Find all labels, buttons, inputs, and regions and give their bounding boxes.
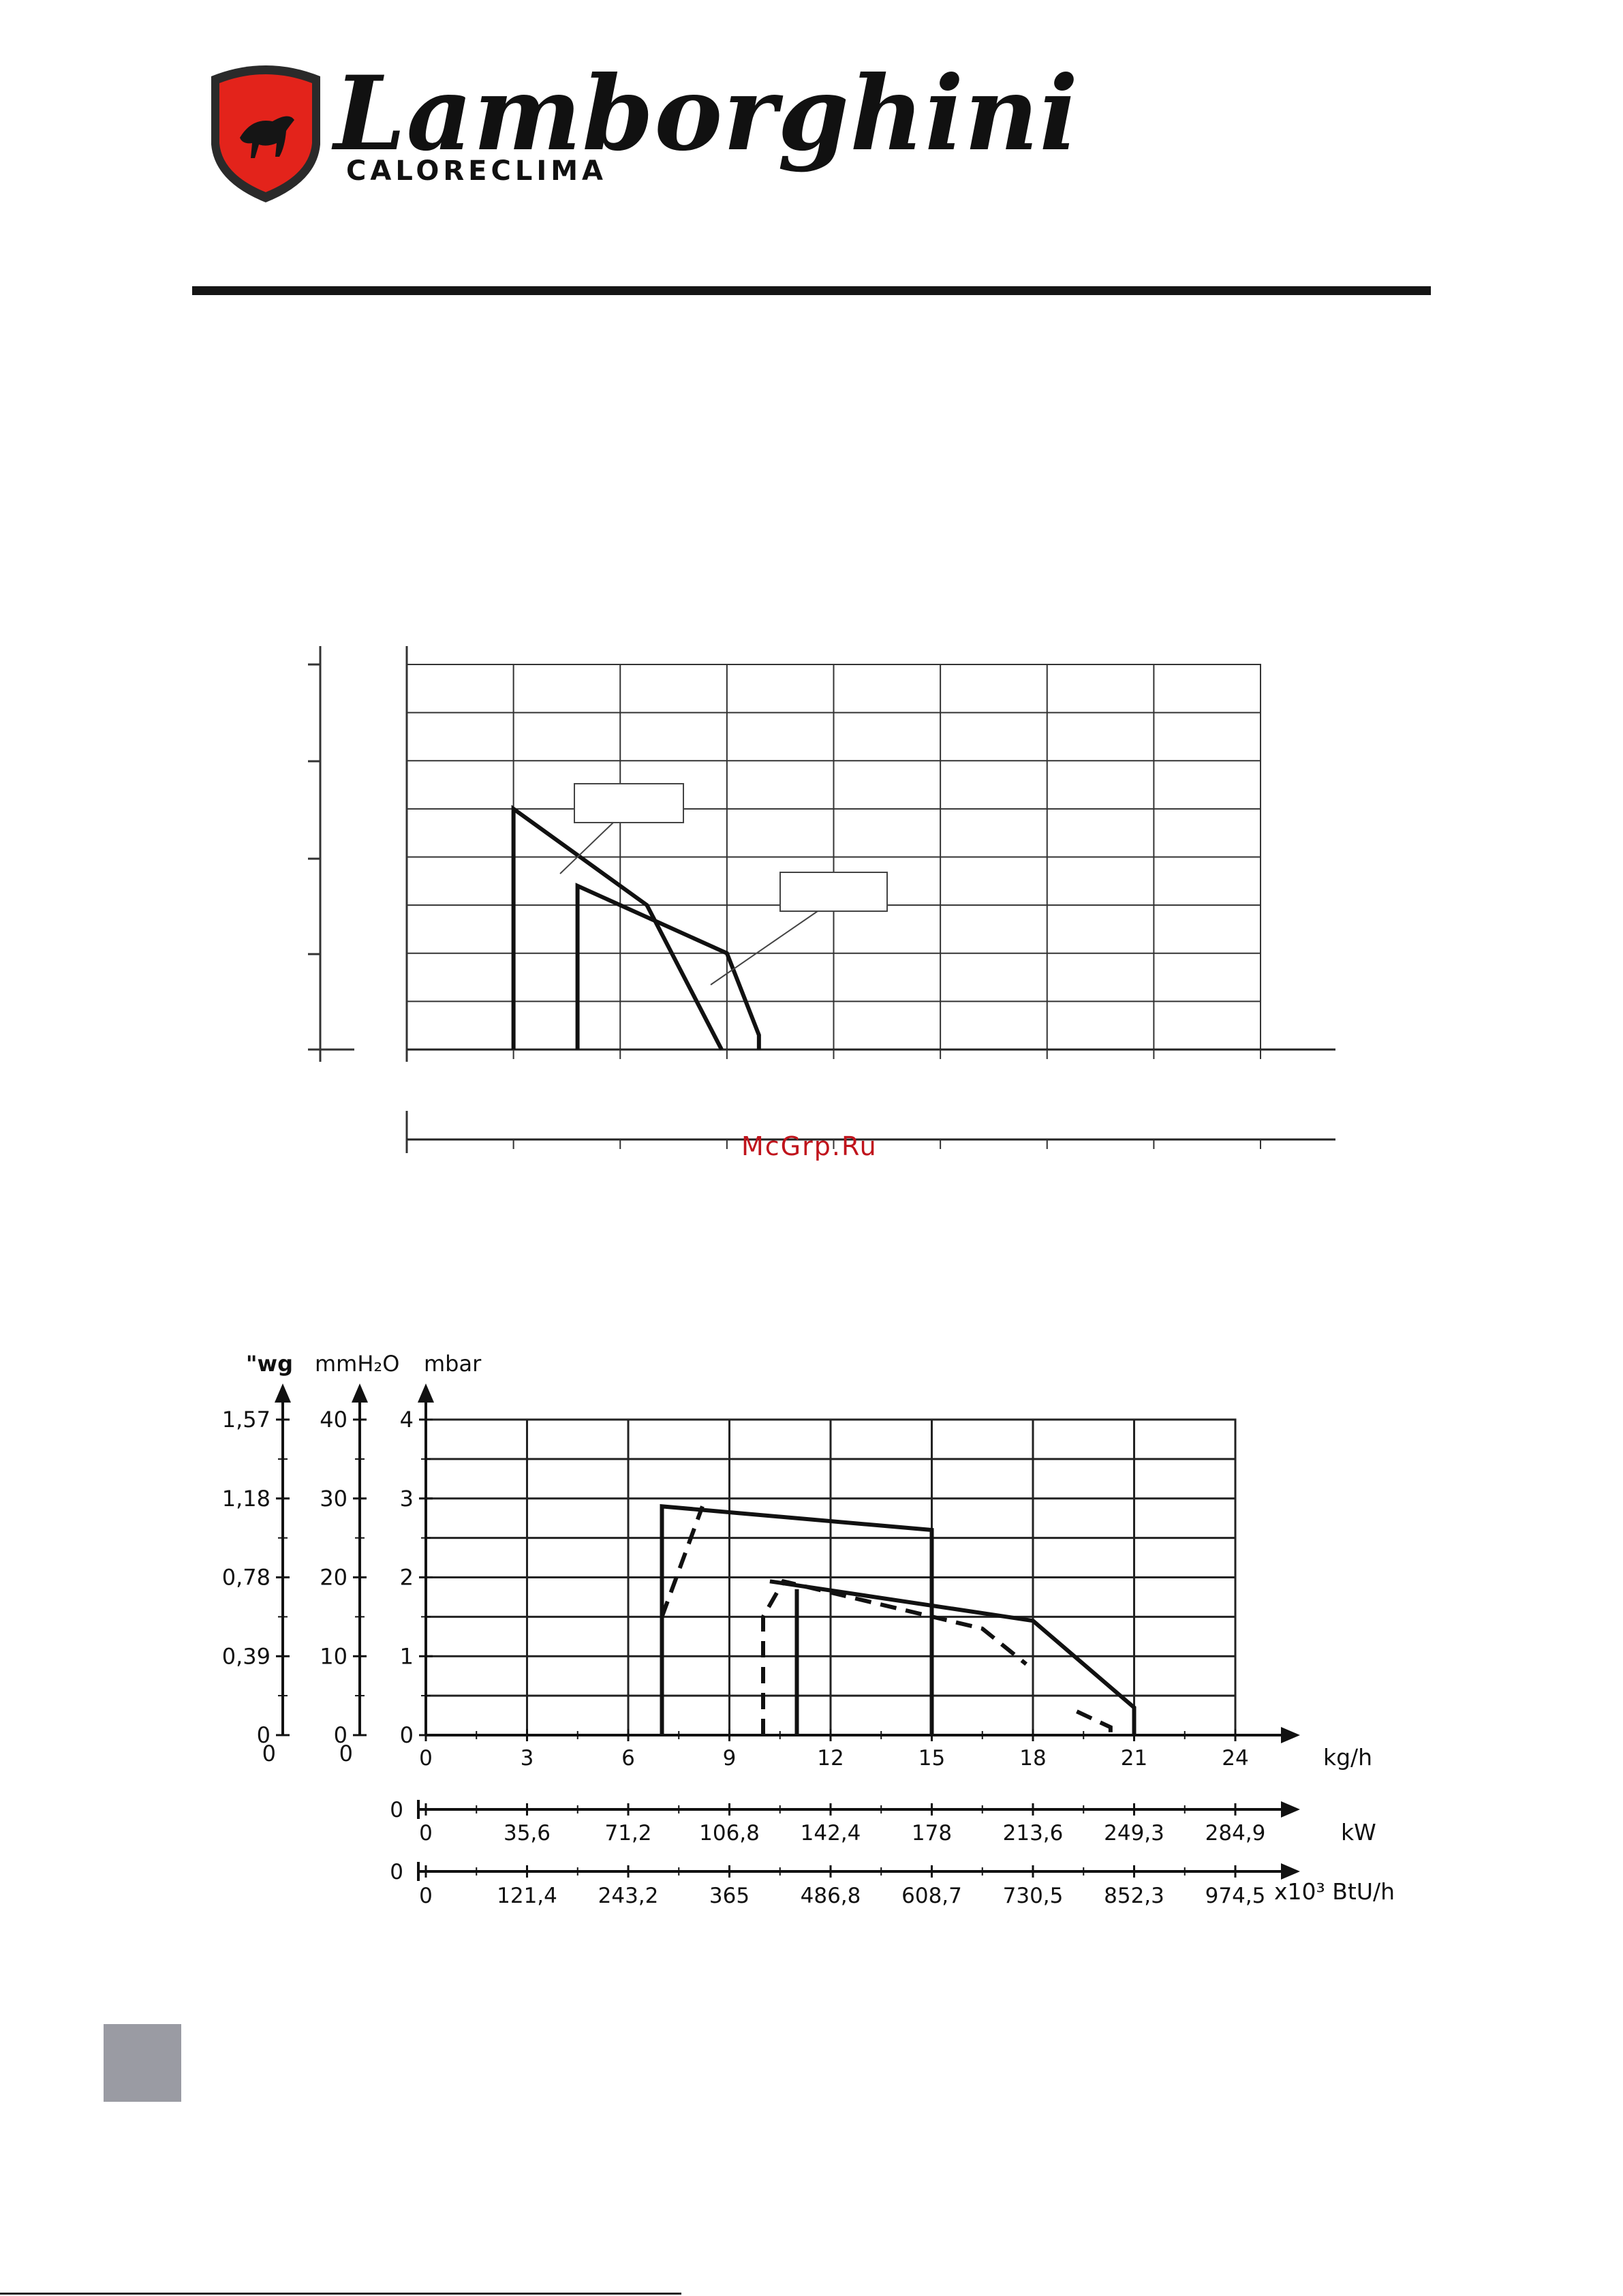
x-tick-label: 9 (723, 1746, 737, 1771)
y-tick-label: 10 (320, 1643, 347, 1669)
y-axis-arrow-3 (418, 1383, 434, 1403)
y-axis-zero: 0 (262, 1741, 276, 1766)
y-tick-label: 0 (257, 1722, 270, 1748)
y-tick-label: 30 (320, 1486, 347, 1512)
y-tick-label: 4 (400, 1407, 414, 1433)
y-tick-label: 20 (320, 1565, 347, 1591)
brand-subtitle: CALORECLIMA (346, 155, 607, 187)
callout-box-1 (574, 783, 684, 823)
x-tick-label: 142,4 (801, 1821, 861, 1846)
x-tick-label: 213,6 (1003, 1821, 1064, 1846)
y-tick-label: 1 (400, 1643, 414, 1669)
page-marker (104, 2024, 181, 2102)
x-tick-label: 35,6 (504, 1821, 551, 1846)
x-tick-label: 24 (1222, 1746, 1248, 1771)
y-axis-label-mmh2o: mmH₂O (315, 1351, 399, 1377)
x-tick-label: 608,7 (901, 1884, 962, 1908)
curve-1 (660, 1504, 934, 1735)
x-tick-label: 0 (419, 1821, 433, 1846)
y-axis-label-mbar: mbar (424, 1351, 482, 1377)
x-tick-label: 178 (912, 1821, 952, 1846)
x-tick-label: 121,4 (497, 1884, 557, 1908)
chart-top (308, 646, 1335, 1153)
x-tick-label: 6 (621, 1746, 635, 1771)
y-axis-zero: 0 (339, 1741, 353, 1766)
footer-rule (0, 2293, 681, 2295)
brand-logo (211, 65, 320, 202)
y-tick-label: 0 (400, 1722, 414, 1748)
x-tick-label: 18 (1019, 1746, 1046, 1771)
brand-name: Lamborghini (334, 54, 1079, 174)
x-axis-arrow-1 (1281, 1727, 1300, 1743)
x-tick-label: 0 (419, 1884, 433, 1908)
x-tick-label: 249,3 (1104, 1821, 1164, 1846)
y-axis-label-wg: "wg (246, 1351, 293, 1377)
curve-1 (511, 805, 724, 1051)
y-tick-label: 0,78 (222, 1565, 270, 1591)
curve-2 (660, 1505, 705, 1618)
x-tick-label: 243,2 (598, 1884, 659, 1908)
callout-box-2 (779, 872, 888, 912)
x-axis-unit-kgh: kg/h (1323, 1744, 1372, 1771)
x-tick-label: 730,5 (1003, 1884, 1064, 1908)
watermark: McGrp.Ru (741, 1131, 878, 1161)
y-tick-label: 3 (400, 1486, 414, 1512)
x-tick-label: 365 (709, 1884, 749, 1908)
x-tick-label: 71,2 (604, 1821, 651, 1846)
x-tick-label: 106,8 (699, 1821, 760, 1846)
x-tick-label: 15 (918, 1746, 945, 1771)
curve-2 (575, 883, 761, 1050)
x-tick-label: 21 (1121, 1746, 1147, 1771)
x-axis-unit-kw: kW (1341, 1819, 1376, 1846)
y-tick-label: 1,57 (222, 1407, 270, 1433)
y-tick-label: 2 (400, 1565, 414, 1591)
x-axis-arrow-2 (1281, 1801, 1300, 1818)
y-tick-label: 40 (320, 1407, 347, 1433)
y-tick-label: 0,39 (222, 1643, 270, 1669)
x-tick-label: 284,9 (1205, 1821, 1266, 1846)
y-tick-label: 1,18 (222, 1486, 270, 1512)
header-rule (192, 286, 1431, 295)
x-axis-zero: 0 (390, 1860, 403, 1884)
callout-leader-1 (559, 822, 614, 874)
x-tick-label: 974,5 (1205, 1884, 1266, 1908)
callout-leader-2 (710, 910, 818, 985)
curve-6 (1076, 1709, 1113, 1735)
x-tick-label: 486,8 (801, 1884, 861, 1908)
x-axis-zero: 0 (390, 1798, 403, 1822)
y-tick-label: 0 (334, 1722, 347, 1748)
y-axis-arrow-2 (352, 1383, 368, 1403)
x-tick-label: 3 (521, 1746, 534, 1771)
x-tick-label: 0 (419, 1746, 433, 1771)
curve-4 (769, 1579, 1137, 1735)
x-axis-arrow-3 (1281, 1863, 1300, 1880)
y-axis-arrow-1 (275, 1383, 291, 1403)
bull-shield-icon (211, 65, 320, 202)
x-axis-unit-btuh: x10³ BtU/h (1274, 1878, 1395, 1905)
curve-5 (761, 1578, 1027, 1735)
x-tick-label: 12 (817, 1746, 844, 1771)
x-tick-label: 852,3 (1104, 1884, 1164, 1908)
